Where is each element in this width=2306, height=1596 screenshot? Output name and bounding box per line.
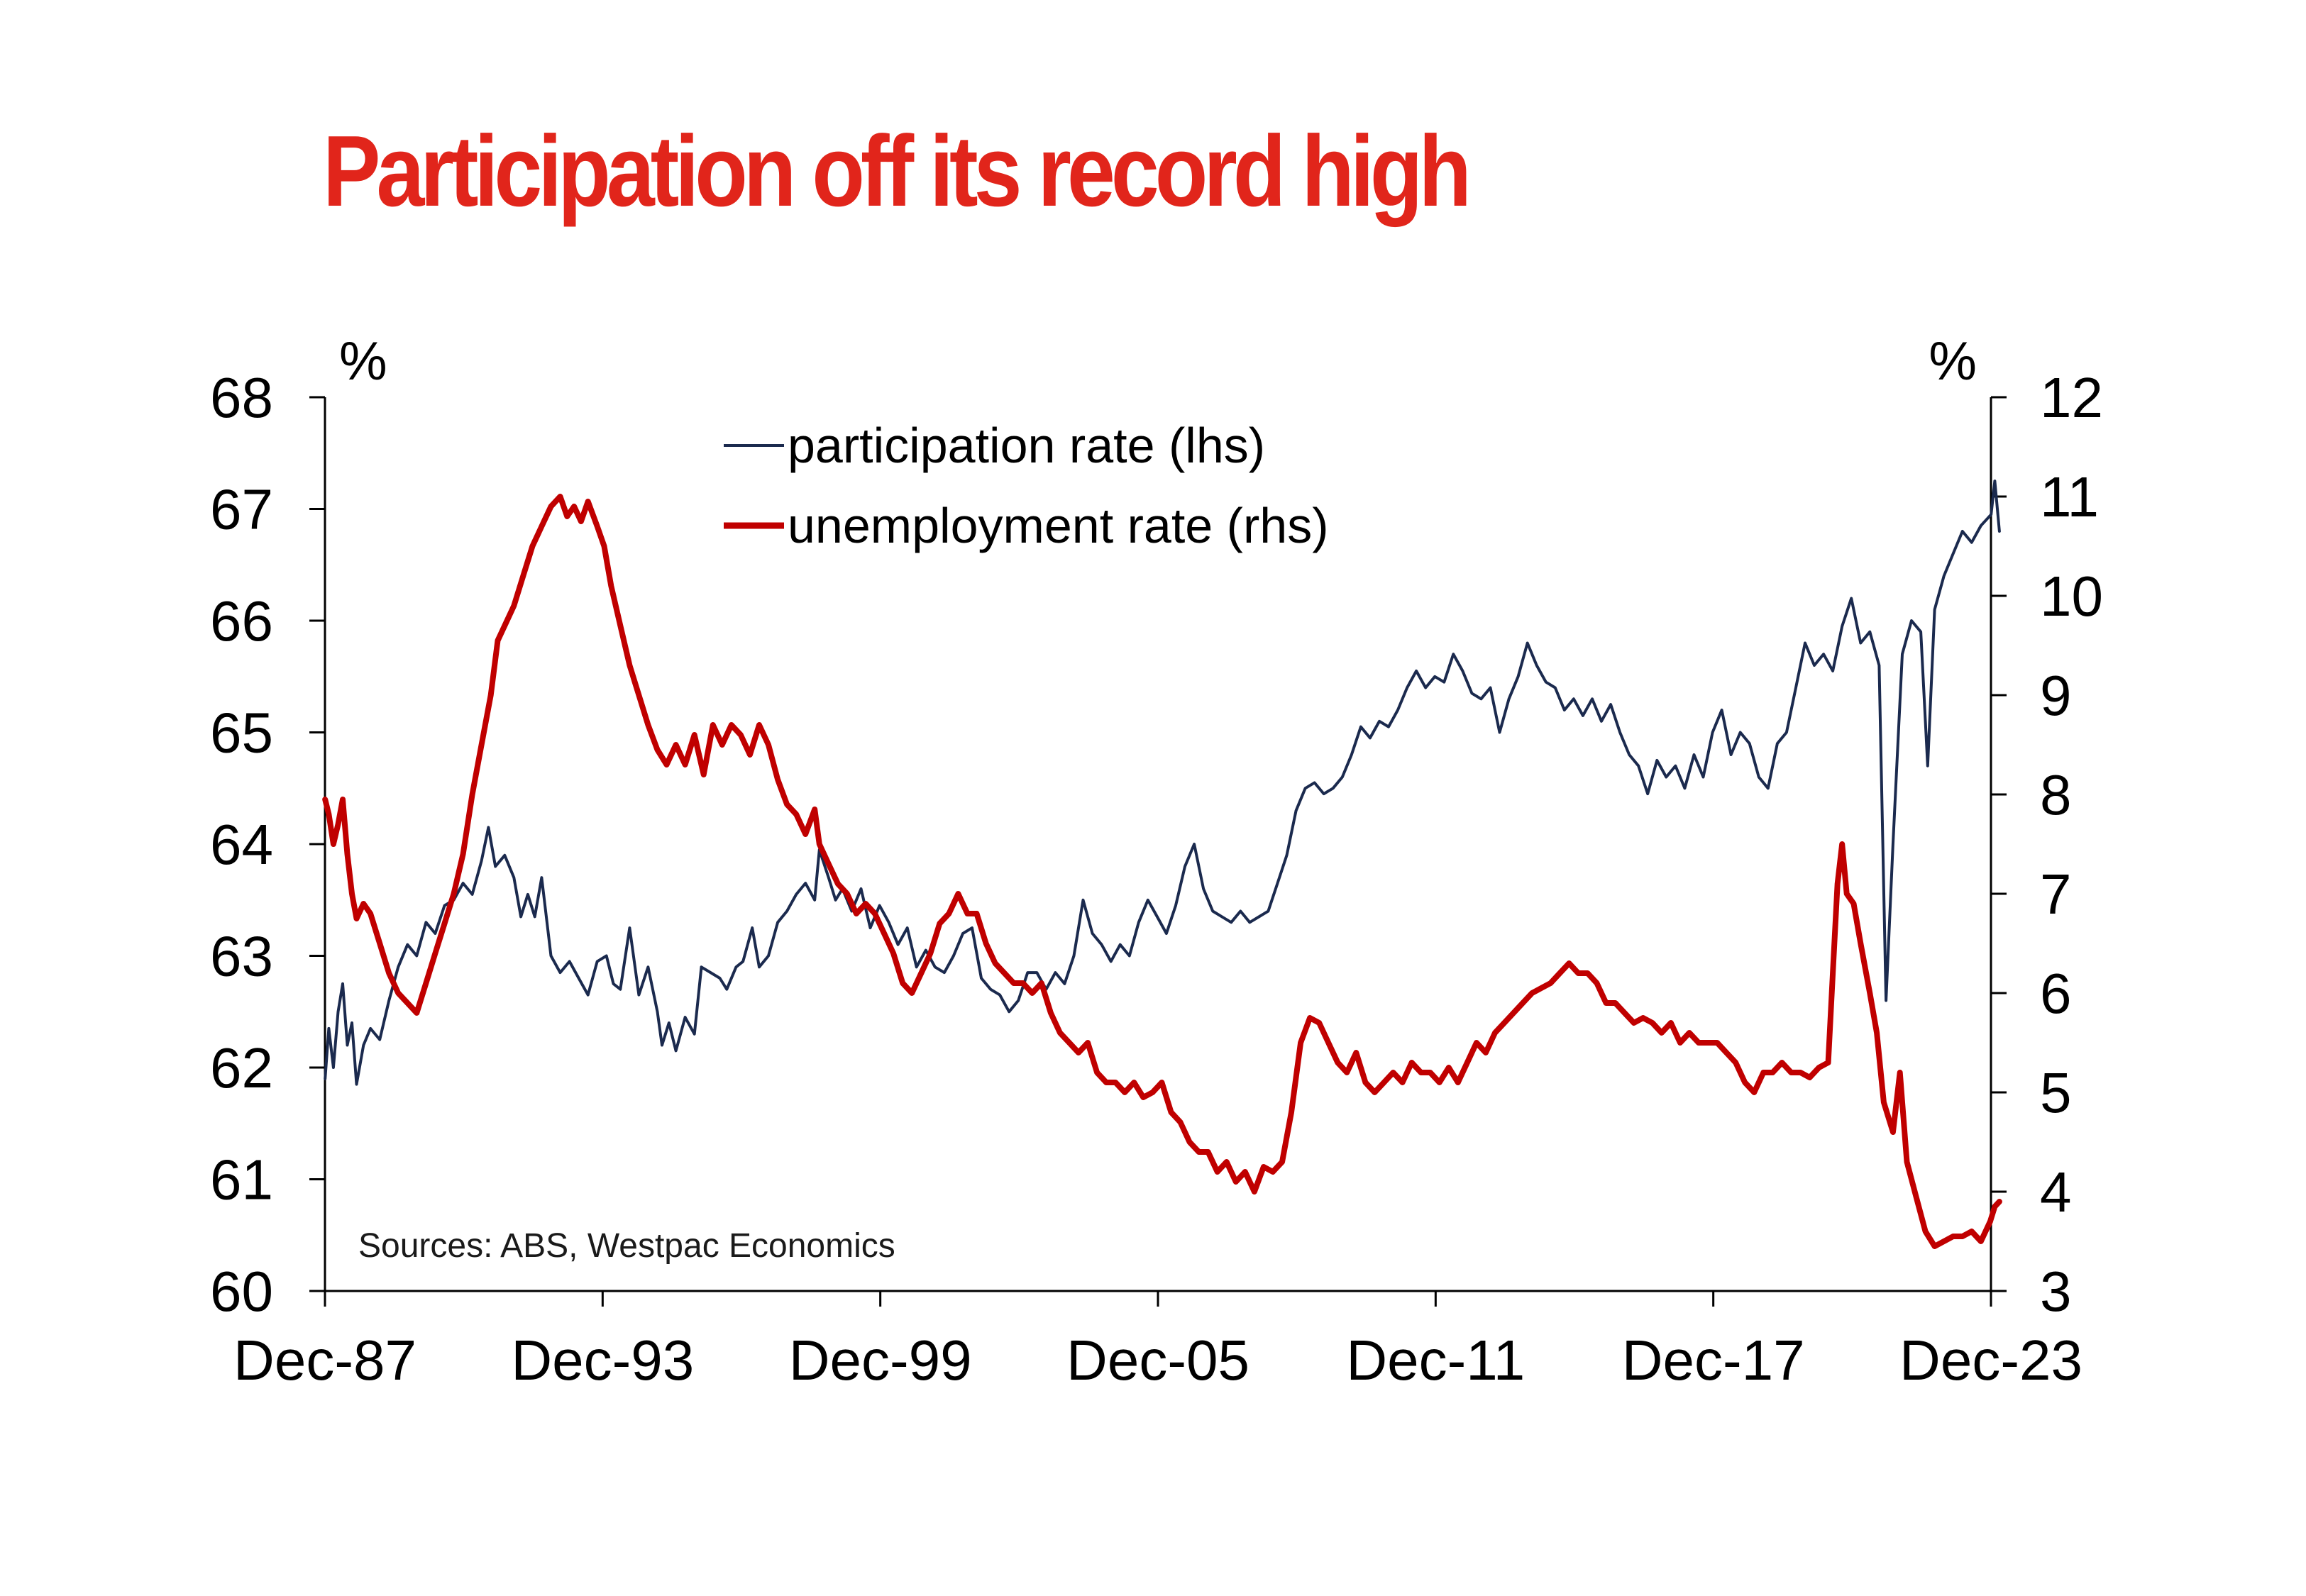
right-tick-label: 6 — [2040, 962, 2072, 1025]
x-tick-label: Dec-87 — [233, 1329, 416, 1392]
x-tick-label: Dec-23 — [1899, 1329, 2082, 1392]
left-axis-unit: % — [339, 331, 387, 392]
x-tick-label: Dec-11 — [1346, 1329, 1525, 1392]
x-tick-label: Dec-05 — [1066, 1329, 1249, 1392]
left-tick-label: 60 — [210, 1260, 273, 1323]
x-tick-label: Dec-99 — [789, 1329, 972, 1392]
right-tick-label: 3 — [2040, 1260, 2072, 1323]
series-lines — [322, 480, 2002, 1249]
right-tick-label: 11 — [2040, 465, 2099, 528]
left-tick-label: 63 — [210, 925, 273, 988]
unemployment-rate-line — [322, 494, 2002, 1249]
right-tick-label: 12 — [2040, 366, 2103, 429]
legend-label-participation: participation rate (lhs) — [788, 418, 1265, 473]
right-tick-label: 5 — [2040, 1061, 2072, 1124]
right-tick-label: 7 — [2040, 863, 2072, 926]
right-axis-unit: % — [1929, 331, 1977, 392]
x-tick-label: Dec-17 — [1622, 1329, 1805, 1392]
right-axis-ticks: 3 4 5 6 7 8 9 10 11 12 — [1991, 366, 2103, 1323]
legend: participation rate (lhs) unemployment ra… — [724, 418, 1329, 553]
left-axis-ticks: 60 61 62 63 64 65 66 67 68 — [210, 366, 325, 1323]
participation-rate-line — [324, 480, 2001, 1086]
left-tick-label: 64 — [210, 813, 273, 876]
x-axis-ticks: Dec-87 Dec-93 Dec-99 Dec-05 Dec-11 Dec-17 Dec-… — [233, 1291, 2082, 1392]
legend-label-unemployment: unemployment rate (rhs) — [788, 498, 1329, 553]
right-tick-label: 10 — [2040, 565, 2103, 628]
chart-title: Participation off its record high — [323, 115, 1472, 228]
left-tick-label: 68 — [210, 366, 273, 429]
left-tick-label: 61 — [210, 1148, 273, 1212]
right-tick-label: 8 — [2040, 763, 2072, 826]
left-tick-label: 62 — [210, 1036, 273, 1099]
left-tick-label: 67 — [210, 478, 273, 541]
source-note: Sources: ABS, Westpac Economics — [358, 1227, 895, 1265]
left-tick-label: 65 — [210, 702, 273, 765]
right-tick-label: 4 — [2040, 1160, 2072, 1224]
x-tick-label: Dec-93 — [511, 1329, 694, 1392]
left-tick-label: 66 — [210, 589, 273, 653]
right-tick-label: 9 — [2040, 664, 2072, 727]
